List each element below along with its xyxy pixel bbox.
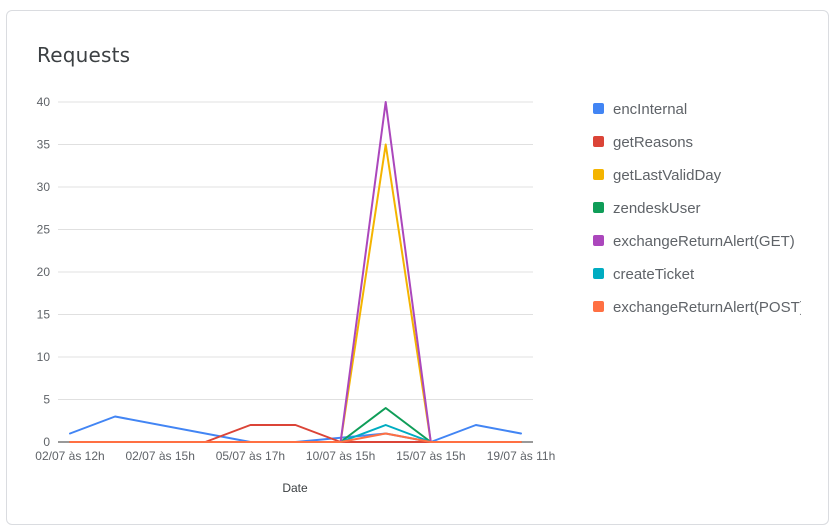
series-line-encinternal xyxy=(69,415,522,443)
legend-swatch xyxy=(593,268,604,279)
y-axis: 0 5 10 15 20 25 30 35 40 xyxy=(37,95,51,449)
legend: encInternal getReasons getLastValidDay zend… xyxy=(593,101,805,316)
legend-swatch xyxy=(593,301,604,312)
y-tick-label: 20 xyxy=(37,265,51,279)
legend-swatch xyxy=(593,136,604,147)
legend-label: createTicket xyxy=(613,266,695,283)
y-tick-label: 15 xyxy=(37,308,51,322)
series-lines xyxy=(69,101,522,443)
legend-label: exchangeReturnAlert(POST) xyxy=(613,299,805,316)
x-tick-label: 19/07 às 11h xyxy=(487,449,556,463)
series-line-exchangereturnalert-post xyxy=(69,432,522,443)
chart-title: Requests xyxy=(37,43,131,67)
legend-swatch xyxy=(593,103,604,114)
y-tick-label: 5 xyxy=(43,393,50,407)
legend-item[interactable]: getReasons xyxy=(593,134,693,151)
legend-item[interactable]: encInternal xyxy=(593,101,687,118)
legend-label: getLastValidDay xyxy=(613,167,722,184)
legend-item[interactable]: exchangeReturnAlert(POST) xyxy=(593,299,805,316)
x-tick-label: 10/07 às 15h xyxy=(306,449,375,463)
x-tick-label: 02/07 às 15h xyxy=(125,449,194,463)
legend-item[interactable]: createTicket xyxy=(593,266,695,283)
x-tick-label: 02/07 às 12h xyxy=(35,449,104,463)
legend-label: encInternal xyxy=(613,101,687,118)
legend-item[interactable]: exchangeReturnAlert(GET) xyxy=(593,233,795,250)
y-tick-label: 30 xyxy=(37,180,51,194)
legend-swatch xyxy=(593,169,604,180)
series-line-getlastvalidday xyxy=(69,143,522,443)
y-tick-label: 25 xyxy=(37,223,51,237)
legend-item[interactable]: zendeskUser xyxy=(593,200,701,217)
grid-lines xyxy=(58,101,533,443)
y-tick-label: 35 xyxy=(37,138,51,152)
y-tick-label: 10 xyxy=(37,350,51,364)
legend-label: getReasons xyxy=(613,134,693,151)
x-axis-label: Date xyxy=(282,481,308,495)
legend-item[interactable]: getLastValidDay xyxy=(593,167,722,184)
x-tick-label: 15/07 às 15h xyxy=(396,449,465,463)
x-axis: 02/07 às 12h 02/07 às 15h 05/07 às 17h 10/0… xyxy=(35,449,555,463)
legend-label: zendeskUser xyxy=(613,200,701,217)
legend-label: exchangeReturnAlert(GET) xyxy=(613,233,795,250)
y-tick-label: 40 xyxy=(37,95,51,109)
legend-swatch xyxy=(593,202,604,213)
y-tick-label: 0 xyxy=(43,435,50,449)
legend-swatch xyxy=(593,235,604,246)
x-tick-label: 05/07 às 17h xyxy=(216,449,285,463)
